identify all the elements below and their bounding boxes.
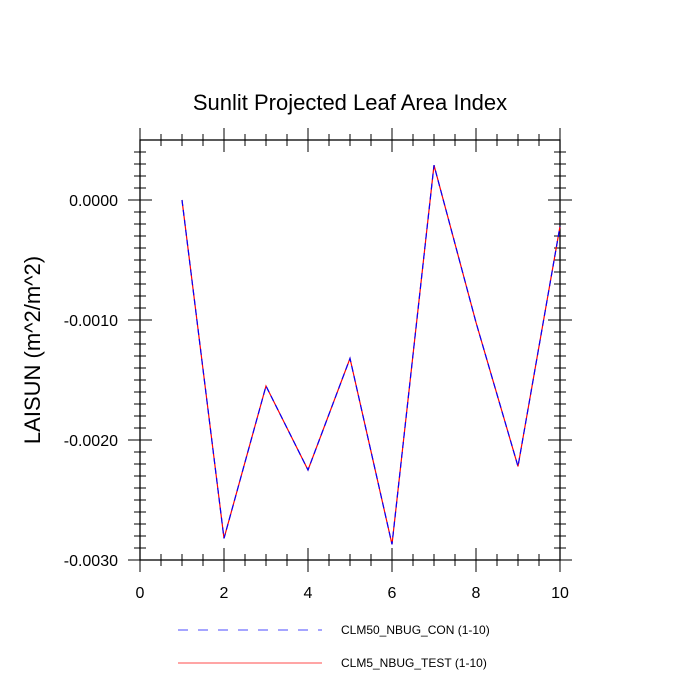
y-tick-label: -0.0020 [64,433,118,450]
x-tick-label: 0 [136,585,145,602]
legend: CLM50_NBUG_CON (1-10) CLM5_NBUG_TEST (1-1… [178,623,490,670]
x-tick-label: 10 [551,585,569,602]
legend-label-1: CLM5_NBUG_TEST (1-10) [341,656,487,670]
x-tick-label: 6 [388,585,397,602]
x-tick-label: 4 [304,585,313,602]
series-line-1 [181,165,561,545]
x-tick-label: 2 [220,585,229,602]
series-line-0 [181,165,561,545]
plot-frame [139,139,561,561]
y-tick-label: -0.0030 [64,553,118,570]
axis-tick-labels: 0 2 4 6 8 10 0.0000 -0.0010 -0.0020 -0.0030 [64,193,569,602]
axis-ticks [128,128,572,572]
x-tick-label: 8 [472,585,481,602]
data-series [181,165,561,545]
legend-label-0: CLM50_NBUG_CON (1-10) [341,623,490,637]
y-tick-label: -0.0010 [64,313,118,330]
y-axis-title: LAISUN (m^2/m^2) [20,256,45,444]
y-tick-label: 0.0000 [69,193,118,210]
chart-title: Sunlit Projected Leaf Area Index [193,90,507,115]
